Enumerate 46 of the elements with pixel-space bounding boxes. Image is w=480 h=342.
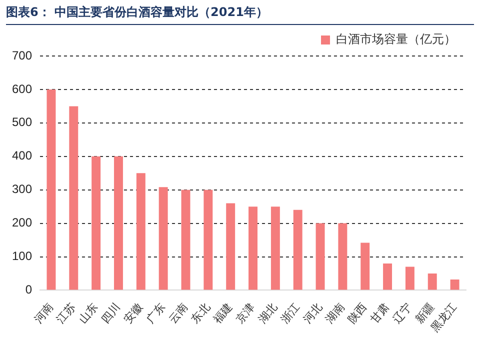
x-tick-label: 湖南 bbox=[323, 300, 348, 326]
chart-title: 图表6： 中国主要省份白酒容量对比（2021年） bbox=[6, 4, 474, 25]
y-tick-label: 0 bbox=[25, 282, 32, 297]
bar bbox=[428, 274, 437, 290]
x-tick-label: 辽宁 bbox=[390, 300, 414, 326]
bar bbox=[181, 190, 190, 290]
bar bbox=[46, 89, 56, 290]
y-tick-label: 700 bbox=[12, 48, 32, 62]
bar bbox=[226, 203, 236, 290]
x-tick-label: 京津 bbox=[233, 300, 258, 326]
y-tick-label: 100 bbox=[12, 249, 32, 264]
bar bbox=[450, 280, 460, 290]
bar bbox=[405, 266, 414, 290]
x-tick-label: 浙江 bbox=[278, 300, 302, 326]
legend-label: 白酒市场容量（亿元） bbox=[336, 32, 456, 46]
bar bbox=[158, 187, 168, 290]
bar bbox=[136, 173, 146, 290]
y-tick-label: 600 bbox=[12, 82, 32, 96]
bar bbox=[293, 210, 302, 290]
x-tick-label: 河北 bbox=[300, 300, 325, 326]
x-tick-label: 四川 bbox=[98, 300, 123, 326]
bar bbox=[316, 223, 325, 290]
x-tick-label: 甘肃 bbox=[368, 300, 392, 326]
x-tick-label: 江苏 bbox=[54, 300, 78, 326]
x-tick-label: 河南 bbox=[32, 300, 56, 326]
x-tick-label: 福建 bbox=[210, 300, 236, 326]
y-tick-label: 500 bbox=[12, 115, 32, 130]
bar bbox=[383, 263, 392, 290]
x-tick-label: 云南 bbox=[166, 300, 190, 326]
x-tick-label: 东北 bbox=[188, 300, 213, 326]
x-tick-label: 陕西 bbox=[346, 300, 370, 326]
x-tick-label: 湖北 bbox=[256, 300, 280, 326]
bar bbox=[248, 206, 258, 290]
y-tick-label: 400 bbox=[12, 148, 32, 163]
bar bbox=[92, 156, 101, 290]
x-tick-label: 安徽 bbox=[121, 300, 146, 326]
bar bbox=[69, 106, 78, 290]
x-tick-label: 广东 bbox=[144, 300, 168, 326]
bar bbox=[360, 242, 370, 290]
bar bbox=[338, 223, 348, 290]
x-tick-label: 山东 bbox=[76, 300, 101, 326]
bar bbox=[204, 190, 213, 290]
bar bbox=[114, 156, 123, 290]
bar bbox=[270, 206, 280, 290]
y-tick-label: 300 bbox=[12, 182, 32, 196]
y-tick-label: 200 bbox=[12, 216, 32, 230]
